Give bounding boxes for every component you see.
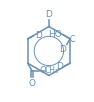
Text: D: D [35,31,42,40]
Text: D: D [59,45,66,54]
Text: HO: HO [49,30,62,39]
Text: O: O [40,66,47,75]
Text: CH₃: CH₃ [44,66,58,75]
Text: C: C [70,35,75,44]
Text: O: O [28,79,35,88]
Text: D: D [45,10,52,19]
Text: D: D [56,62,63,71]
